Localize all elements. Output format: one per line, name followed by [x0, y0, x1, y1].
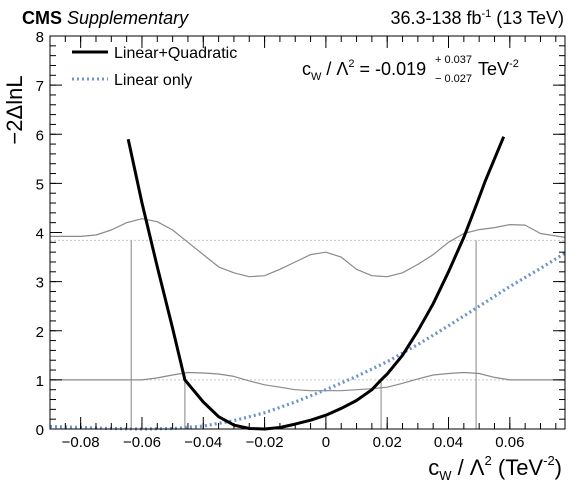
- x-tick-label: −0.02: [246, 434, 284, 451]
- series-linear-quadratic: [126, 136, 506, 431]
- plot-frame: [49, 35, 566, 430]
- x-tick-label: 0.04: [434, 434, 463, 451]
- x-tick-label: 0.02: [373, 434, 402, 451]
- y-tick-label: 8: [36, 29, 44, 46]
- y-tick-label: 5: [36, 176, 44, 193]
- y-tick-label: 2: [36, 324, 44, 341]
- legend: Linear+Quadratic Linear only: [72, 45, 237, 89]
- y-tick-label: 6: [36, 127, 44, 144]
- series-band-upper: [50, 218, 566, 278]
- y-tick-label: 1: [36, 373, 44, 390]
- legend-label-linear-quadratic: Linear+Quadratic: [114, 45, 237, 62]
- legend-label-linear-only: Linear only: [114, 72, 192, 89]
- experiment-label: CMS Supplementary: [22, 8, 189, 28]
- uncertainty-down: − 0.027: [435, 73, 472, 85]
- x-tick-label: 0.06: [495, 434, 524, 451]
- x-axis-title: cW / Λ2 (TeV-2): [428, 453, 562, 483]
- x-tick-label: −0.04: [184, 434, 222, 451]
- y-tick-label: 0: [36, 422, 44, 439]
- x-tick-label: −0.08: [62, 434, 100, 451]
- y-tick-label: 7: [36, 78, 44, 95]
- x-tick-label: 0: [322, 434, 330, 451]
- x-tick-label: −0.06: [123, 434, 161, 451]
- best-fit-annotation: cW / Λ2 = -0.019: [302, 58, 426, 83]
- luminosity-label: 36.3-138 fb-1 (13 TeV): [390, 8, 564, 28]
- y-axis-title: −2ΔlnL: [2, 75, 27, 144]
- uncertainty-up: + 0.037: [435, 54, 472, 66]
- series-band-lower: [50, 371, 565, 392]
- y-tick-label: 3: [36, 275, 44, 292]
- annotation-unit: TeV-2: [478, 58, 519, 79]
- y-tick-label: 4: [36, 226, 44, 243]
- series-linear-only: [49, 251, 566, 431]
